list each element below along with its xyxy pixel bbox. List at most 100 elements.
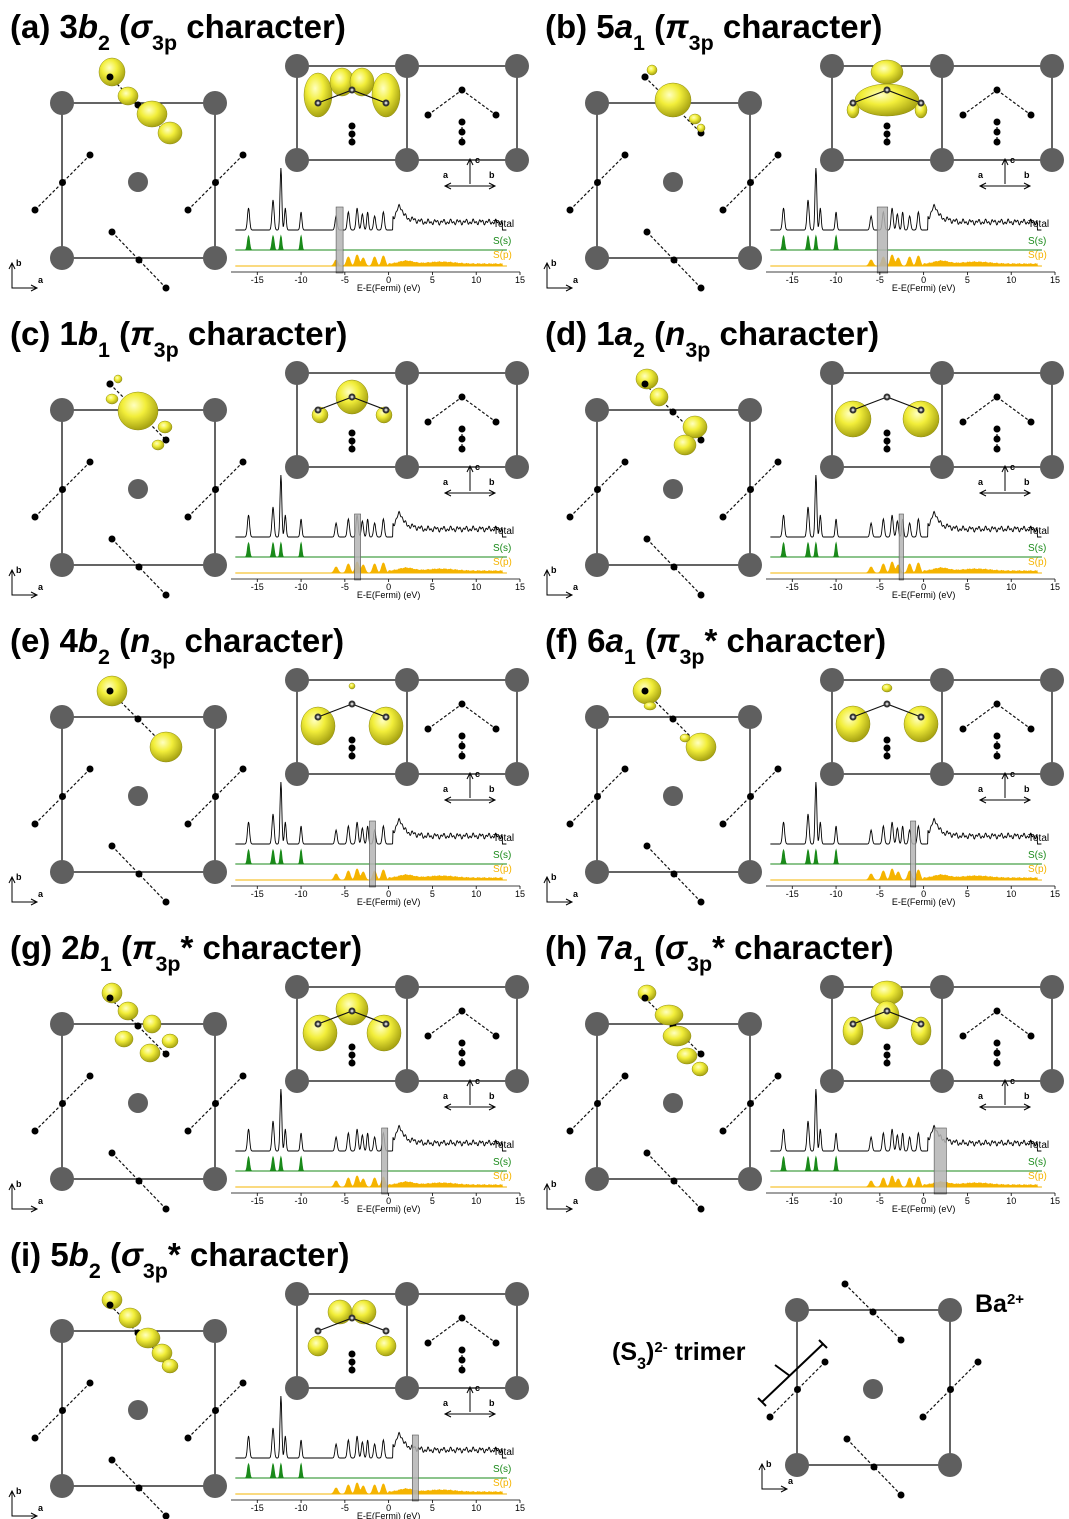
bond	[428, 1011, 462, 1036]
axis-arrow	[9, 1491, 37, 1519]
orbital-lobe	[328, 1300, 352, 1324]
atom	[425, 726, 432, 733]
text-segment: a	[615, 8, 633, 45]
axis-label: b	[766, 1459, 772, 1469]
panel: (g) 2b1 (π3p* character)bacab-15-10-5051…	[9, 929, 529, 1214]
text-segment: 3p	[152, 31, 177, 55]
axis-label: a	[443, 477, 449, 487]
dos-curve	[235, 1089, 506, 1151]
x-tick-label: -10	[295, 1503, 308, 1513]
atom	[738, 246, 762, 270]
atom	[820, 975, 844, 999]
atom	[663, 1093, 683, 1113]
text-segment: 1	[633, 952, 645, 976]
text-segment: trimer	[668, 1338, 746, 1366]
atom	[642, 688, 649, 695]
atom	[663, 172, 683, 192]
atom	[585, 553, 609, 577]
orbital-lobe	[115, 1031, 133, 1047]
atom	[109, 229, 116, 236]
atom	[567, 821, 574, 828]
x-tick-label: 5	[965, 1196, 970, 1206]
atom	[820, 54, 844, 78]
atom	[785, 1298, 809, 1322]
panel: (f) 6a1 (π3p* character)bacab-15-10-5051…	[544, 622, 1064, 907]
bond	[997, 397, 1031, 422]
orbital-lobe	[663, 1026, 691, 1046]
axis-label: b	[1024, 477, 1030, 487]
x-tick-label: -15	[251, 889, 264, 899]
atom	[930, 361, 954, 385]
atom	[349, 1044, 356, 1051]
x-tick-label: 5	[965, 582, 970, 592]
atom	[50, 246, 74, 270]
x-tick-label: 15	[1050, 582, 1060, 592]
x-tick-label: -10	[830, 889, 843, 899]
atom	[425, 419, 432, 426]
x-tick-label: -5	[876, 275, 884, 285]
atom	[459, 436, 466, 443]
atom	[884, 430, 891, 437]
text-segment: (g) 2	[10, 929, 80, 966]
panel-title: (g) 2b1 (π3p* character)	[10, 929, 362, 976]
atom	[852, 716, 855, 719]
x-tick-label: 10	[471, 1196, 481, 1206]
atom	[459, 1315, 466, 1322]
panel-title: (d) 1a2 (n3p character)	[545, 315, 879, 362]
atom	[585, 705, 609, 729]
atom	[493, 726, 500, 733]
atom	[994, 743, 1001, 750]
orbital-lobe	[655, 83, 691, 117]
atom	[871, 1464, 878, 1471]
atom	[459, 1008, 466, 1015]
atom	[505, 668, 529, 692]
dos-curve	[770, 1176, 1041, 1187]
atom	[738, 91, 762, 115]
orbital-lobe	[162, 1359, 178, 1373]
atom	[212, 486, 219, 493]
axis-arrow	[445, 466, 495, 496]
axis-label: b	[489, 784, 495, 794]
orbital-lobe	[118, 87, 138, 105]
bond	[428, 90, 462, 115]
highlight-window	[382, 1128, 388, 1194]
series-label: S(p)	[493, 1171, 512, 1182]
axis-label: b	[551, 1179, 557, 1189]
atom	[203, 91, 227, 115]
text-segment: (a) 3	[10, 8, 78, 45]
text-segment: (	[110, 8, 130, 45]
x-axis-label: E-E(Fermi) (eV)	[357, 897, 421, 907]
text-segment: π	[665, 8, 689, 45]
atom	[644, 1150, 651, 1157]
bracket	[758, 1340, 827, 1406]
atom	[720, 514, 727, 521]
text-segment: (	[101, 1236, 121, 1273]
panel: (d) 1a2 (n3p character)bacab-15-10-50510…	[544, 315, 1064, 600]
atom	[738, 553, 762, 577]
bond	[462, 90, 496, 115]
atom	[349, 737, 356, 744]
atom	[128, 479, 148, 499]
atom	[844, 1436, 851, 1443]
text-segment: (	[645, 929, 665, 966]
orbital-lobe	[836, 706, 870, 742]
text-segment: 3p	[685, 338, 710, 362]
atom	[351, 89, 354, 92]
atom	[163, 592, 170, 599]
dos-curve	[235, 1176, 506, 1187]
text-segment: )	[646, 1338, 654, 1366]
atom	[975, 1359, 982, 1366]
atom	[493, 1340, 500, 1347]
atom	[594, 486, 601, 493]
axis-arrow	[445, 773, 495, 803]
axis-arrow	[980, 773, 1030, 803]
atom	[459, 119, 466, 126]
atom	[87, 1073, 94, 1080]
dos-curve	[770, 782, 1041, 844]
bond	[963, 704, 997, 729]
atom	[285, 148, 309, 172]
atom	[285, 455, 309, 479]
atom	[884, 438, 891, 445]
